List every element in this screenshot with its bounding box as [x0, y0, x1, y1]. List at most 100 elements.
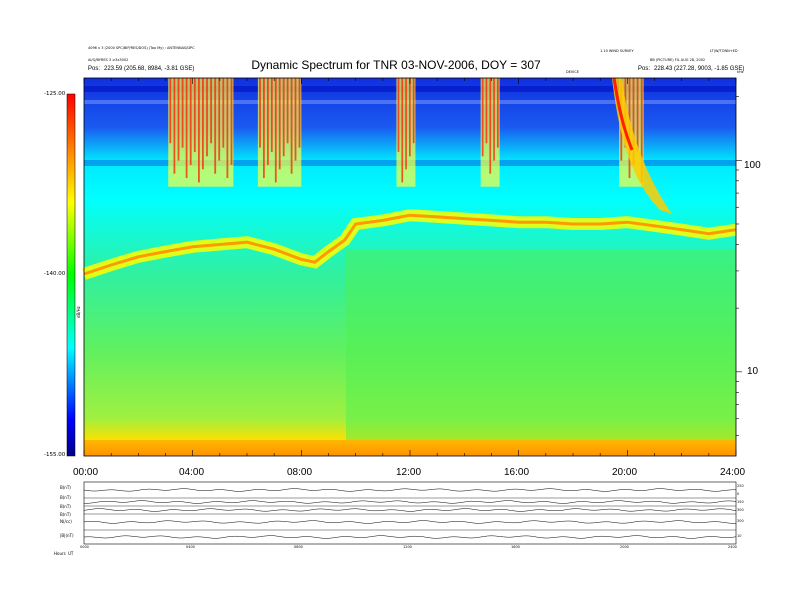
- panel-right-value: 0: [737, 492, 740, 496]
- lower-panels-frame: [83, 481, 737, 545]
- drifting-burst-core: [612, 77, 634, 151]
- colorbar-top-label: -125.00: [44, 91, 66, 97]
- radio-burst-streak: [259, 78, 261, 148]
- radio-burst-streak: [290, 78, 293, 174]
- colorbar: [66, 93, 76, 457]
- radio-burst-streak: [298, 78, 301, 148]
- y-tick-label-10: 10: [747, 366, 759, 377]
- panel-trace: [83, 520, 736, 524]
- x-tick-label: 00:00: [73, 467, 99, 478]
- panel-right-value: 300: [737, 519, 744, 523]
- x-tick-label: 20:00: [612, 467, 638, 478]
- x-tick-label: 12:00: [396, 467, 422, 478]
- radio-burst-streak: [485, 78, 488, 144]
- radio-burst-streak: [405, 78, 407, 170]
- radio-burst-streak: [493, 78, 495, 161]
- panel-label: B(nT): [60, 495, 71, 500]
- header-right-corner: LT(W/TONN+ED: [710, 49, 738, 53]
- panel-label: N(/cc): [60, 519, 72, 524]
- panel-right-value: 250: [737, 484, 744, 488]
- unit-label: kHz: [737, 70, 744, 74]
- radio-burst-streak: [282, 78, 285, 157]
- x-tick-label: 24:00: [720, 467, 746, 478]
- footer-hours: Hours: [54, 551, 66, 556]
- radio-burst-streak: [286, 78, 289, 144]
- header-right-pos-value: 228.43 (227.28, 9003, -1.85 GSE): [654, 66, 745, 72]
- radio-burst-streak: [263, 78, 265, 179]
- low-freq-band: [84, 440, 736, 456]
- header-left-line2: AI/Q/BYRES 3 ≥3x3002: [88, 58, 129, 62]
- radio-burst-streak: [202, 78, 204, 170]
- panel-x-tick: 2400: [728, 545, 737, 549]
- panel-x-tick: 2000: [620, 545, 629, 549]
- radio-burst-streak: [294, 78, 297, 161]
- header-right-line1: 1.10 WIND SURVEY: [600, 49, 634, 53]
- radio-burst-streak: [218, 78, 221, 161]
- panel-right-value: 150: [737, 500, 744, 504]
- y-tick-label-100: 100: [744, 160, 761, 171]
- panel-trace: [83, 508, 737, 512]
- radio-burst-streak: [278, 78, 281, 170]
- radio-burst-streak: [214, 78, 217, 174]
- radio-burst-streak: [198, 78, 200, 183]
- radio-burst-streak: [481, 78, 484, 157]
- radio-burst-streak: [222, 78, 225, 148]
- radio-burst-streak: [189, 78, 192, 165]
- radio-burst-streak: [210, 78, 212, 144]
- panel-x-tick: 1200: [403, 545, 412, 549]
- radio-burst-streak: [640, 78, 643, 183]
- radio-burst-streak: [169, 78, 172, 144]
- drifting-burst: [612, 78, 672, 214]
- radio-burst-streak: [185, 78, 188, 179]
- panel-x-tick: 0800: [294, 545, 303, 549]
- radio-burst-streak: [409, 78, 411, 157]
- panel-trace: [83, 488, 736, 492]
- radio-burst-streak: [636, 78, 639, 152]
- x-axis-ticks: [83, 78, 737, 456]
- x-tick-label: 04:00: [179, 467, 205, 478]
- panel-label: B(nT): [60, 512, 71, 517]
- radio-burst-streak: [412, 78, 415, 144]
- radio-burst-streak: [274, 78, 277, 183]
- radio-burst-streak: [181, 78, 184, 148]
- header-right-pos-label: Pos:: [638, 66, 651, 72]
- panel-right-value: 10: [737, 534, 742, 538]
- device-marker-label: DEVICE: [566, 70, 579, 74]
- panel-x-tick: 0000: [80, 545, 89, 549]
- x-tick-label: 16:00: [504, 467, 530, 478]
- radio-burst-streak: [267, 78, 269, 165]
- panel-right-value: 300: [737, 508, 744, 512]
- radio-burst-streak: [401, 78, 404, 183]
- panel-label: B(nT): [60, 485, 71, 490]
- colorbar-bottom-label: -155.00: [44, 452, 66, 458]
- panel-label: B(nT): [60, 504, 71, 509]
- footer-ut: UT: [68, 551, 74, 556]
- radio-burst-streak: [177, 78, 180, 161]
- radio-burst-streak: [497, 78, 499, 148]
- y-axis-ticks: [736, 96, 742, 436]
- colorbar-mid-label: -140.00: [44, 271, 66, 277]
- radio-burst-streak: [632, 78, 635, 165]
- panel-trace: [83, 535, 737, 539]
- radio-burst-streak: [173, 78, 176, 174]
- radio-burst-streak: [489, 78, 492, 174]
- panel-trace: [83, 500, 737, 504]
- header-left-pos-value: 223.59 (205.68, 8984, -3.81 GSE): [104, 66, 195, 72]
- panel-x-tick: 0400: [186, 545, 195, 549]
- header-left-line1: 4096 x 3 (2000 SPC/BIP/RES/DOS) (Too My)…: [88, 46, 195, 50]
- chart-title: Dynamic Spectrum for TNR 03-NOV-2006, DO…: [251, 58, 541, 72]
- panel-x-tick: 1600: [511, 545, 520, 549]
- radio-burst-streak: [226, 78, 229, 179]
- panel-label: |B|(nT): [60, 533, 74, 538]
- header-left-pos-label: Pos:: [88, 66, 101, 72]
- radio-burst-streak: [270, 78, 273, 152]
- plasma-line-core: [83, 213, 737, 276]
- x-tick-label: 08:00: [287, 467, 313, 478]
- panel-traces: [83, 488, 737, 539]
- radio-burst-streak: [397, 78, 400, 152]
- radio-burst-streak: [230, 78, 233, 165]
- header-right-line2: BB (PICTURE) FIL AUG 28, 2002: [650, 58, 706, 62]
- radio-burst-streak: [193, 78, 196, 152]
- post-jump-region: [346, 250, 736, 440]
